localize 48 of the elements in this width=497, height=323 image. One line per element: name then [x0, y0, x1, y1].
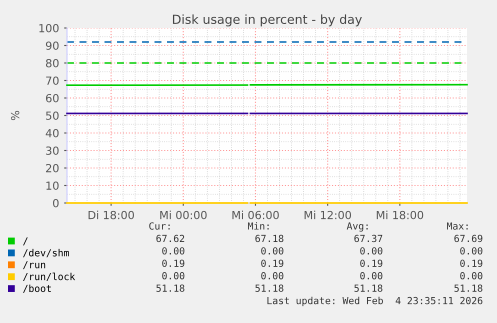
text: 51.18 — [454, 284, 482, 292]
legend-label: /run — [23, 261, 46, 270]
legend-label: /run/lock — [23, 272, 76, 281]
x-tick-label: Mi 00:00 — [160, 210, 207, 220]
text: 0.00 — [460, 272, 482, 280]
y-tick-label: 50 — [46, 111, 59, 120]
text: 67.62 — [156, 234, 184, 242]
text: Avg: — [346, 222, 368, 232]
x-tick-label: Mi 12:00 — [304, 210, 352, 220]
x-tick-label: Mi 06:00 — [232, 210, 279, 220]
y-tick-label: 0 — [53, 198, 59, 208]
text: 0.19 — [162, 260, 184, 267]
y-tick-label: 10 — [46, 181, 59, 190]
y-tick-label: 20 — [46, 164, 59, 172]
y-tick-label: 60 — [46, 94, 59, 102]
text: 51.18 — [156, 284, 184, 292]
y-tick-label: 80 — [46, 58, 59, 68]
text: 0.00 — [162, 272, 184, 280]
text: 0.00 — [460, 247, 482, 255]
text: 0.00 — [360, 247, 382, 255]
y-axis-title: % — [10, 110, 20, 120]
legend-label: / — [23, 237, 28, 246]
text: Max: — [446, 222, 468, 230]
text: 0.00 — [261, 272, 284, 280]
text: 0.00 — [360, 272, 382, 280]
text: 67.37 — [354, 234, 382, 242]
text: Last update: Wed Feb 4 23:35:11 2026 — [267, 296, 482, 306]
y-tick-label: 70 — [46, 76, 59, 85]
text: Cur: — [149, 222, 170, 230]
text: 0.19 — [360, 260, 382, 267]
x-tick-label: Mi 18:00 — [376, 210, 424, 220]
chart-title: Disk usage in percent - by day — [172, 14, 362, 26]
legend-label: /boot — [23, 284, 51, 293]
text: 0.00 — [162, 247, 184, 255]
x-tick-label: Di 18:00 — [88, 210, 134, 220]
text: 0.00 — [261, 247, 284, 255]
text: 51.18 — [354, 284, 382, 292]
text: 51.18 — [255, 284, 284, 292]
y-tick-label: 30 — [46, 146, 59, 155]
text: 67.69 — [454, 234, 482, 242]
text: 0.19 — [460, 260, 482, 267]
legend-label: /dev/shm — [23, 248, 69, 258]
text: Min: — [248, 222, 269, 230]
text: 67.18 — [255, 234, 284, 242]
y-tick-label: 40 — [46, 128, 59, 138]
y-tick-label: 100 — [39, 24, 59, 32]
text: 0.19 — [261, 260, 284, 267]
y-tick-label: 90 — [46, 41, 59, 50]
